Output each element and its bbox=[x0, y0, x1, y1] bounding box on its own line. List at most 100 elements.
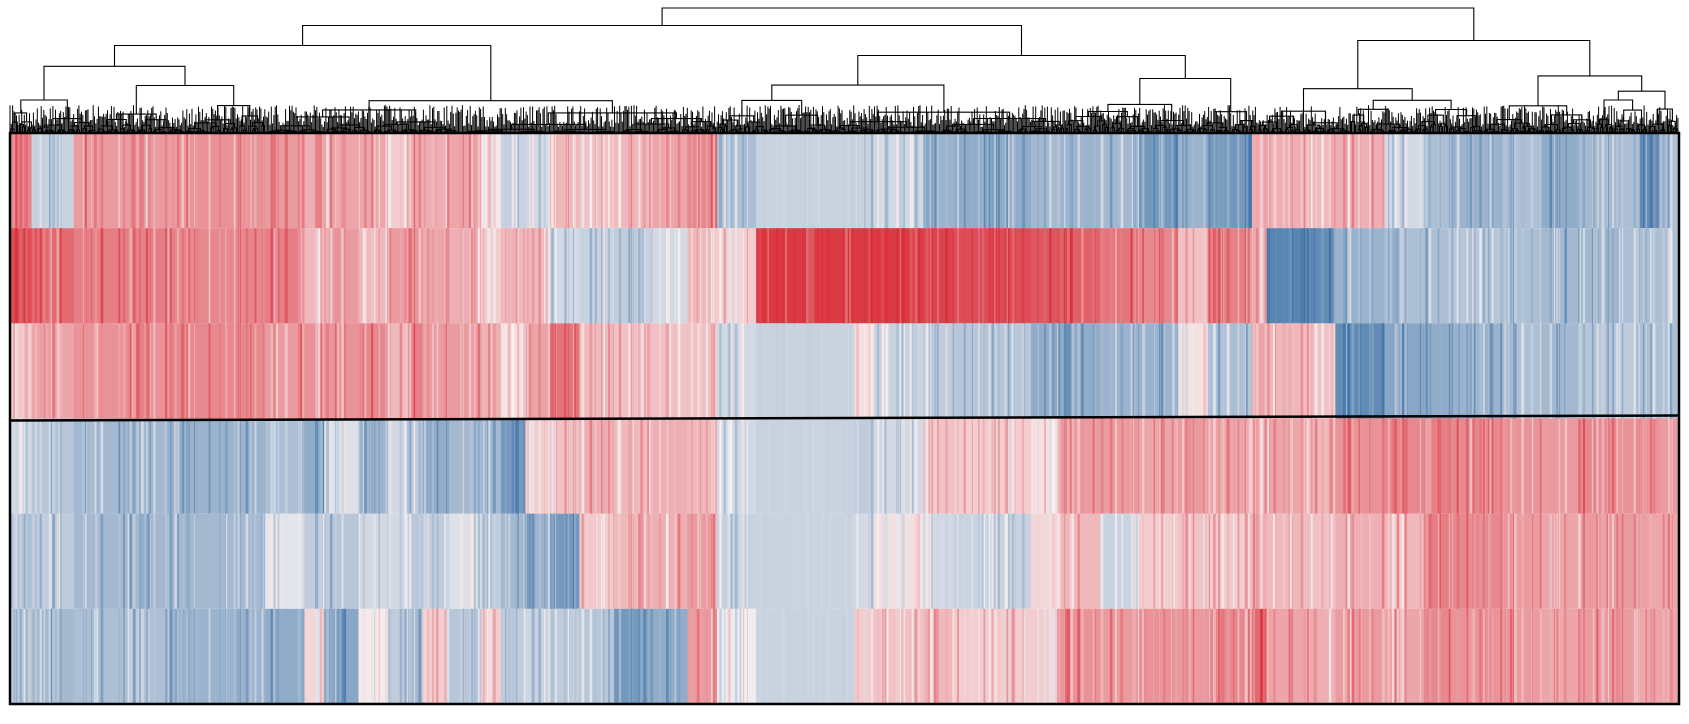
heatmap-stripe bbox=[1049, 323, 1052, 419]
heatmap-stripe bbox=[1274, 418, 1277, 514]
heatmap-stripe bbox=[1456, 608, 1459, 704]
heatmap-stripe bbox=[118, 133, 121, 229]
heatmap-stripe bbox=[378, 608, 380, 704]
heatmap-stripe bbox=[884, 418, 888, 514]
heatmap-stripe bbox=[917, 133, 920, 229]
heatmap-stripe bbox=[574, 228, 576, 324]
heatmap-stripe bbox=[1473, 228, 1476, 324]
heatmap-cell bbox=[1266, 513, 1307, 609]
heatmap-stripe bbox=[343, 323, 347, 419]
heatmap-stripe bbox=[1351, 608, 1355, 704]
heatmap-stripe bbox=[931, 228, 933, 324]
heatmap-stripe bbox=[993, 418, 997, 514]
heatmap-stripe bbox=[1439, 228, 1441, 324]
heatmap-stripe bbox=[129, 323, 132, 419]
heatmap-stripe bbox=[1500, 418, 1503, 514]
heatmap-stripe bbox=[1171, 608, 1174, 704]
heatmap-stripe bbox=[810, 418, 813, 514]
heatmap-stripe bbox=[886, 608, 889, 704]
heatmap-stripe bbox=[1539, 133, 1542, 229]
heatmap-stripe bbox=[628, 418, 631, 514]
heatmap-stripe bbox=[691, 418, 693, 514]
heatmap-stripe bbox=[715, 323, 718, 419]
heatmap-stripe bbox=[507, 513, 511, 609]
heatmap-stripe bbox=[843, 608, 846, 704]
heatmap-stripe bbox=[677, 513, 681, 609]
heatmap-stripe bbox=[1596, 608, 1598, 704]
heatmap-stripe bbox=[447, 513, 450, 609]
heatmap-stripe bbox=[1456, 323, 1459, 419]
heatmap-stripe bbox=[436, 133, 439, 229]
heatmap-stripe bbox=[746, 418, 748, 514]
heatmap-stripe bbox=[1092, 513, 1095, 609]
heatmap-stripe bbox=[153, 133, 156, 229]
heatmap-stripe bbox=[149, 418, 152, 514]
heatmap-stripe bbox=[413, 418, 416, 514]
heatmap-stripe bbox=[1314, 228, 1318, 324]
heatmap-stripe bbox=[608, 133, 610, 229]
heatmap-stripe bbox=[444, 418, 446, 514]
heatmap-stripe bbox=[843, 323, 846, 419]
heatmap-stripe bbox=[1328, 323, 1331, 419]
heatmap-stripe bbox=[1121, 513, 1124, 609]
heatmap-stripe bbox=[1653, 418, 1656, 514]
heatmap-stripe bbox=[1642, 133, 1645, 229]
heatmap-stripe bbox=[528, 513, 531, 609]
heatmap-stripe bbox=[1185, 133, 1188, 229]
heatmap-stripe bbox=[1469, 513, 1473, 609]
heatmap-stripe bbox=[995, 228, 998, 324]
heatmap-stripe bbox=[589, 133, 593, 229]
heatmap-stripe bbox=[595, 513, 598, 609]
heatmap-stripe bbox=[1213, 608, 1216, 704]
heatmap-stripe bbox=[1007, 418, 1010, 514]
heatmap-stripe bbox=[925, 513, 929, 609]
heatmap-stripe bbox=[847, 323, 850, 419]
heatmap-stripe bbox=[1553, 608, 1555, 704]
heatmap-stripe bbox=[665, 513, 669, 609]
heatmap-stripe bbox=[1593, 608, 1595, 704]
heatmap-stripe bbox=[914, 228, 918, 324]
heatmap-stripe bbox=[335, 418, 337, 514]
heatmap-stripe bbox=[1244, 133, 1247, 229]
heatmap-stripe bbox=[1491, 133, 1494, 229]
heatmap-stripe bbox=[899, 418, 902, 514]
heatmap-stripe bbox=[147, 418, 150, 514]
heatmap-stripe bbox=[1267, 513, 1270, 609]
heatmap-stripe bbox=[574, 608, 576, 704]
heatmap-stripe bbox=[1237, 513, 1240, 609]
heatmap-stripe bbox=[713, 133, 715, 229]
heatmap-stripe bbox=[1313, 133, 1316, 229]
heatmap-stripe bbox=[1425, 513, 1429, 609]
heatmap-stripe bbox=[1616, 323, 1619, 419]
heatmap-stripe bbox=[1667, 323, 1670, 419]
heatmap-stripe bbox=[127, 133, 130, 229]
heatmap-stripe bbox=[169, 323, 173, 419]
heatmap-stripe bbox=[1531, 513, 1534, 609]
heatmap-stripe bbox=[1473, 418, 1476, 514]
heatmap-stripe bbox=[1255, 228, 1259, 324]
heatmap-stripe bbox=[1343, 228, 1346, 324]
heatmap-stripe bbox=[427, 228, 430, 324]
heatmap-stripe bbox=[330, 418, 333, 514]
heatmap-stripe bbox=[250, 513, 252, 609]
heatmap-stripe bbox=[1347, 133, 1351, 229]
heatmap-stripe bbox=[1371, 323, 1374, 419]
heatmap-stripe bbox=[511, 323, 515, 419]
heatmap-stripe bbox=[1248, 133, 1250, 229]
heatmap-stripe bbox=[881, 133, 884, 229]
heatmap-stripe bbox=[698, 513, 700, 609]
heatmap-stripe bbox=[194, 513, 196, 609]
heatmap-stripe bbox=[167, 133, 170, 229]
heatmap-stripe bbox=[574, 323, 576, 419]
heatmap-stripe bbox=[527, 323, 529, 419]
heatmap-stripe bbox=[1473, 608, 1476, 704]
heatmap-stripe bbox=[1448, 228, 1451, 324]
heatmap-stripe bbox=[153, 323, 156, 419]
heatmap-stripe bbox=[96, 228, 99, 324]
heatmap-stripe bbox=[895, 608, 899, 704]
heatmap-stripe bbox=[1059, 513, 1062, 609]
heatmap-stripe bbox=[901, 513, 904, 609]
heatmap-stripe bbox=[58, 133, 61, 229]
heatmap-stripe bbox=[983, 228, 986, 324]
heatmap-stripe bbox=[486, 608, 490, 704]
